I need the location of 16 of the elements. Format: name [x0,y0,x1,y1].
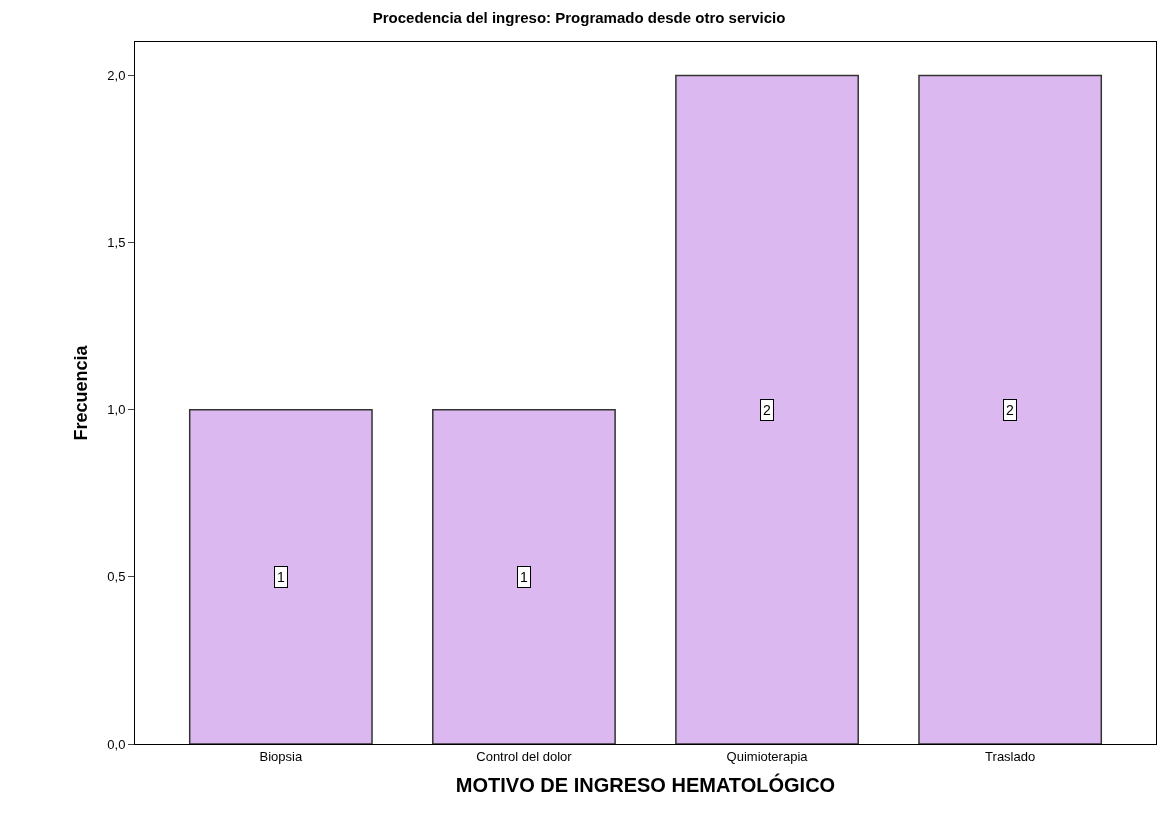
y-tick-label: 0,5 [107,569,126,585]
y-tick-label: 0,0 [107,736,126,752]
data-label: 2 [1006,402,1014,418]
x-axis-title: MOTIVO DE INGRESO HEMATOLÓGICO [455,773,836,797]
y-tick-label: 1,5 [107,235,126,251]
x-tick-label: Traslado [985,748,1036,764]
x-tick-label: Control del dolor [476,748,573,764]
chart-title: Procedencia del ingreso: Programado desde otro servicio [372,8,786,26]
data-label: 1 [277,569,285,585]
y-tick-label: 1,0 [107,402,126,418]
x-tick-label: Biopsia [259,748,303,764]
data-label: 1 [520,569,528,585]
y-axis-title: Frecuencia [70,344,91,441]
x-tick-label: Quimioterapia [726,748,809,764]
y-tick-label: 2,0 [107,67,126,83]
data-label: 2 [763,402,771,418]
